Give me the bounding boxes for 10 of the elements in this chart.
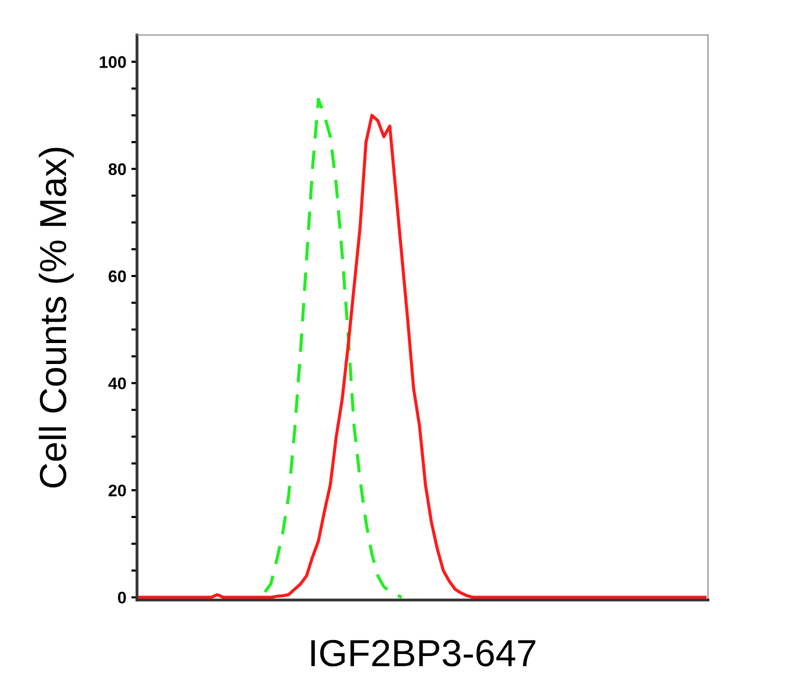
x-axis-title: IGF2BP3-647 xyxy=(311,640,536,666)
y-axis-title: Cell Counts (% Max) xyxy=(38,148,74,488)
y-tick-label: 0 xyxy=(118,592,126,604)
y-tick-label: 100 xyxy=(100,56,126,68)
y-tick-label: 40 xyxy=(108,378,126,390)
y-tick-label: 20 xyxy=(108,484,126,496)
line-series xyxy=(138,114,707,599)
y-tick-label: 80 xyxy=(108,163,126,176)
line-series xyxy=(263,98,404,599)
y-tick-label: 60 xyxy=(108,270,126,282)
